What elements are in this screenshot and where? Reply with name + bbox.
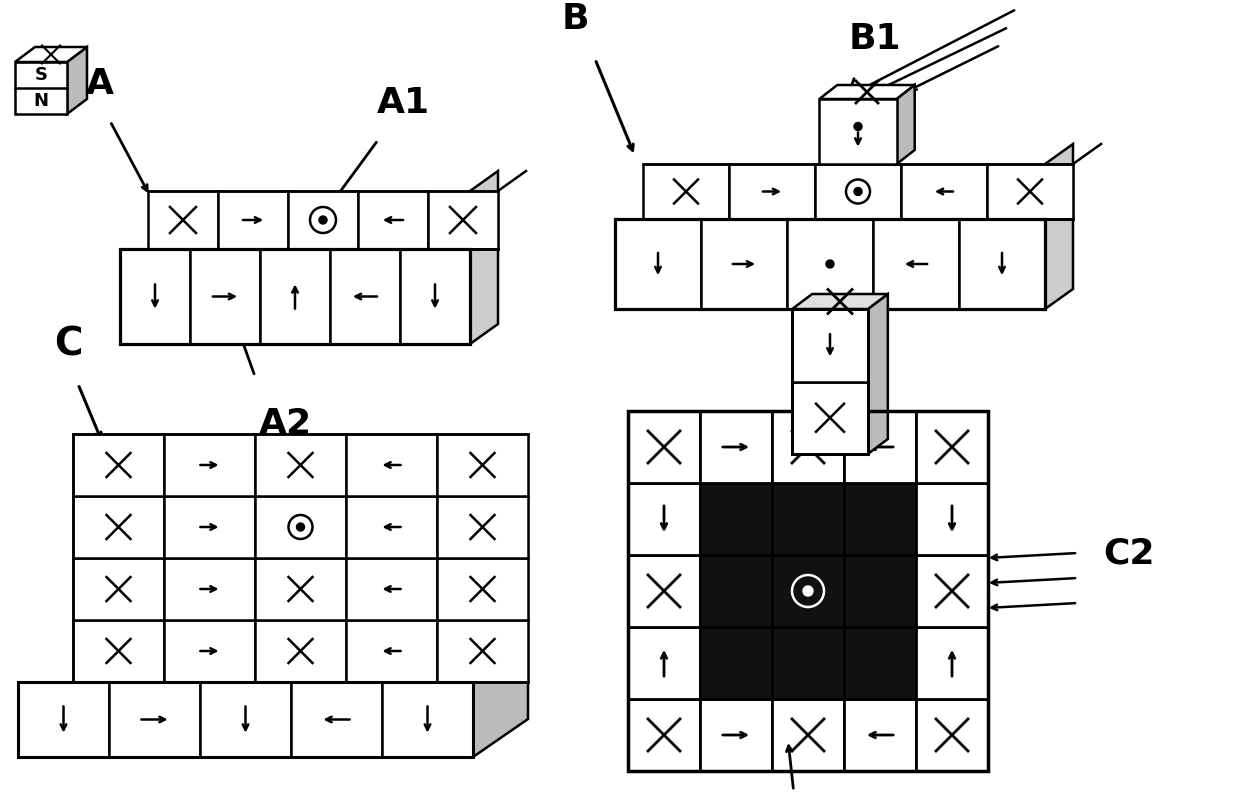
Polygon shape (291, 682, 382, 757)
Bar (772, 411, 844, 483)
Bar (772, 555, 844, 627)
Bar (700, 555, 772, 627)
Polygon shape (120, 249, 190, 344)
Polygon shape (382, 682, 473, 757)
Polygon shape (729, 164, 815, 219)
Bar (628, 411, 987, 771)
Bar (844, 699, 916, 771)
Circle shape (296, 523, 305, 531)
Polygon shape (218, 191, 287, 249)
Polygon shape (815, 164, 901, 219)
Bar (916, 627, 987, 699)
Polygon shape (400, 249, 470, 344)
Polygon shape (346, 558, 437, 620)
Circle shape (826, 260, 834, 268)
Polygon shape (427, 191, 498, 249)
Polygon shape (437, 558, 528, 620)
Bar (772, 483, 844, 555)
Circle shape (803, 586, 813, 596)
Polygon shape (787, 219, 873, 309)
Polygon shape (792, 309, 867, 381)
Polygon shape (867, 294, 888, 454)
Polygon shape (199, 682, 291, 757)
Polygon shape (255, 434, 346, 496)
Polygon shape (73, 496, 164, 558)
Bar (844, 555, 916, 627)
Polygon shape (701, 219, 787, 309)
Circle shape (854, 188, 862, 196)
Bar (916, 483, 987, 555)
Polygon shape (1044, 144, 1073, 309)
Bar (916, 555, 987, 627)
Text: A2: A2 (259, 407, 311, 440)
Polygon shape (792, 381, 867, 454)
Bar (628, 627, 700, 699)
Bar (772, 627, 844, 699)
Bar (700, 627, 772, 699)
Bar (916, 411, 987, 483)
Circle shape (854, 122, 862, 130)
Polygon shape (897, 85, 914, 164)
Polygon shape (437, 496, 528, 558)
Bar (628, 411, 700, 483)
Polygon shape (901, 164, 987, 219)
Polygon shape (260, 249, 330, 344)
Bar (700, 483, 772, 555)
Text: N: N (33, 92, 48, 110)
Polygon shape (330, 249, 400, 344)
Polygon shape (255, 496, 346, 558)
Polygon shape (190, 249, 260, 344)
Polygon shape (792, 294, 888, 309)
Bar (844, 627, 916, 699)
Polygon shape (987, 164, 1073, 219)
Bar (700, 699, 772, 771)
Polygon shape (255, 558, 346, 620)
Polygon shape (470, 171, 498, 344)
Polygon shape (164, 620, 255, 682)
Polygon shape (287, 191, 358, 249)
Polygon shape (473, 434, 528, 757)
Polygon shape (109, 682, 199, 757)
Polygon shape (873, 219, 959, 309)
Text: B: B (561, 2, 589, 36)
Text: A: A (85, 67, 114, 101)
Bar (844, 411, 916, 483)
Polygon shape (615, 219, 701, 309)
Text: C2: C2 (1103, 536, 1155, 570)
Circle shape (318, 216, 327, 224)
Polygon shape (73, 558, 164, 620)
Polygon shape (15, 47, 87, 62)
Polygon shape (67, 47, 87, 114)
Bar (628, 699, 700, 771)
Polygon shape (164, 558, 255, 620)
Bar (772, 699, 844, 771)
Polygon shape (959, 219, 1044, 309)
Polygon shape (346, 496, 437, 558)
Bar (628, 555, 700, 627)
Polygon shape (346, 620, 437, 682)
Polygon shape (346, 434, 437, 496)
Polygon shape (164, 434, 255, 496)
Polygon shape (819, 85, 914, 99)
Text: A1: A1 (377, 86, 430, 120)
Bar (844, 483, 916, 555)
Text: C: C (53, 326, 82, 364)
Bar (819, 99, 897, 164)
Bar (700, 411, 772, 483)
Bar (628, 483, 700, 555)
Polygon shape (255, 620, 346, 682)
Text: S: S (35, 66, 47, 84)
Polygon shape (437, 620, 528, 682)
Polygon shape (164, 496, 255, 558)
Polygon shape (437, 434, 528, 496)
Polygon shape (19, 682, 109, 757)
Bar (15, 62, 67, 114)
Polygon shape (73, 434, 164, 496)
Polygon shape (643, 164, 729, 219)
Polygon shape (73, 620, 164, 682)
Polygon shape (358, 191, 427, 249)
Bar (916, 699, 987, 771)
Text: B1: B1 (849, 22, 901, 56)
Polygon shape (147, 191, 218, 249)
